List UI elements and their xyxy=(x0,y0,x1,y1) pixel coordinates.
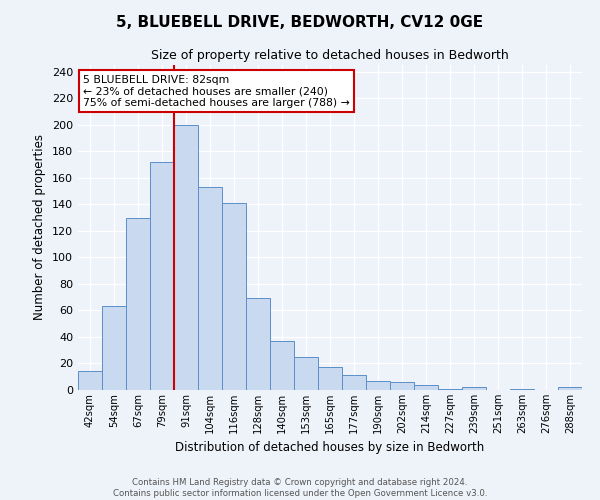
Bar xyxy=(366,380,390,390)
Bar xyxy=(318,368,342,390)
X-axis label: Distribution of detached houses by size in Bedworth: Distribution of detached houses by size … xyxy=(175,442,485,454)
Title: Size of property relative to detached houses in Bedworth: Size of property relative to detached ho… xyxy=(151,50,509,62)
Bar xyxy=(558,388,582,390)
Bar xyxy=(438,388,462,390)
Text: Contains HM Land Registry data © Crown copyright and database right 2024.
Contai: Contains HM Land Registry data © Crown c… xyxy=(113,478,487,498)
Bar xyxy=(150,162,174,390)
Bar xyxy=(102,306,126,390)
Y-axis label: Number of detached properties: Number of detached properties xyxy=(34,134,46,320)
Bar xyxy=(246,298,270,390)
Bar xyxy=(174,124,198,390)
Text: 5, BLUEBELL DRIVE, BEDWORTH, CV12 0GE: 5, BLUEBELL DRIVE, BEDWORTH, CV12 0GE xyxy=(116,15,484,30)
Text: 5 BLUEBELL DRIVE: 82sqm
← 23% of detached houses are smaller (240)
75% of semi-d: 5 BLUEBELL DRIVE: 82sqm ← 23% of detache… xyxy=(83,74,350,108)
Bar xyxy=(414,384,438,390)
Bar xyxy=(462,388,486,390)
Bar xyxy=(198,187,222,390)
Bar xyxy=(510,388,534,390)
Bar xyxy=(342,376,366,390)
Bar xyxy=(390,382,414,390)
Bar xyxy=(294,357,318,390)
Bar xyxy=(222,203,246,390)
Bar xyxy=(126,218,150,390)
Bar xyxy=(78,372,102,390)
Bar xyxy=(270,341,294,390)
